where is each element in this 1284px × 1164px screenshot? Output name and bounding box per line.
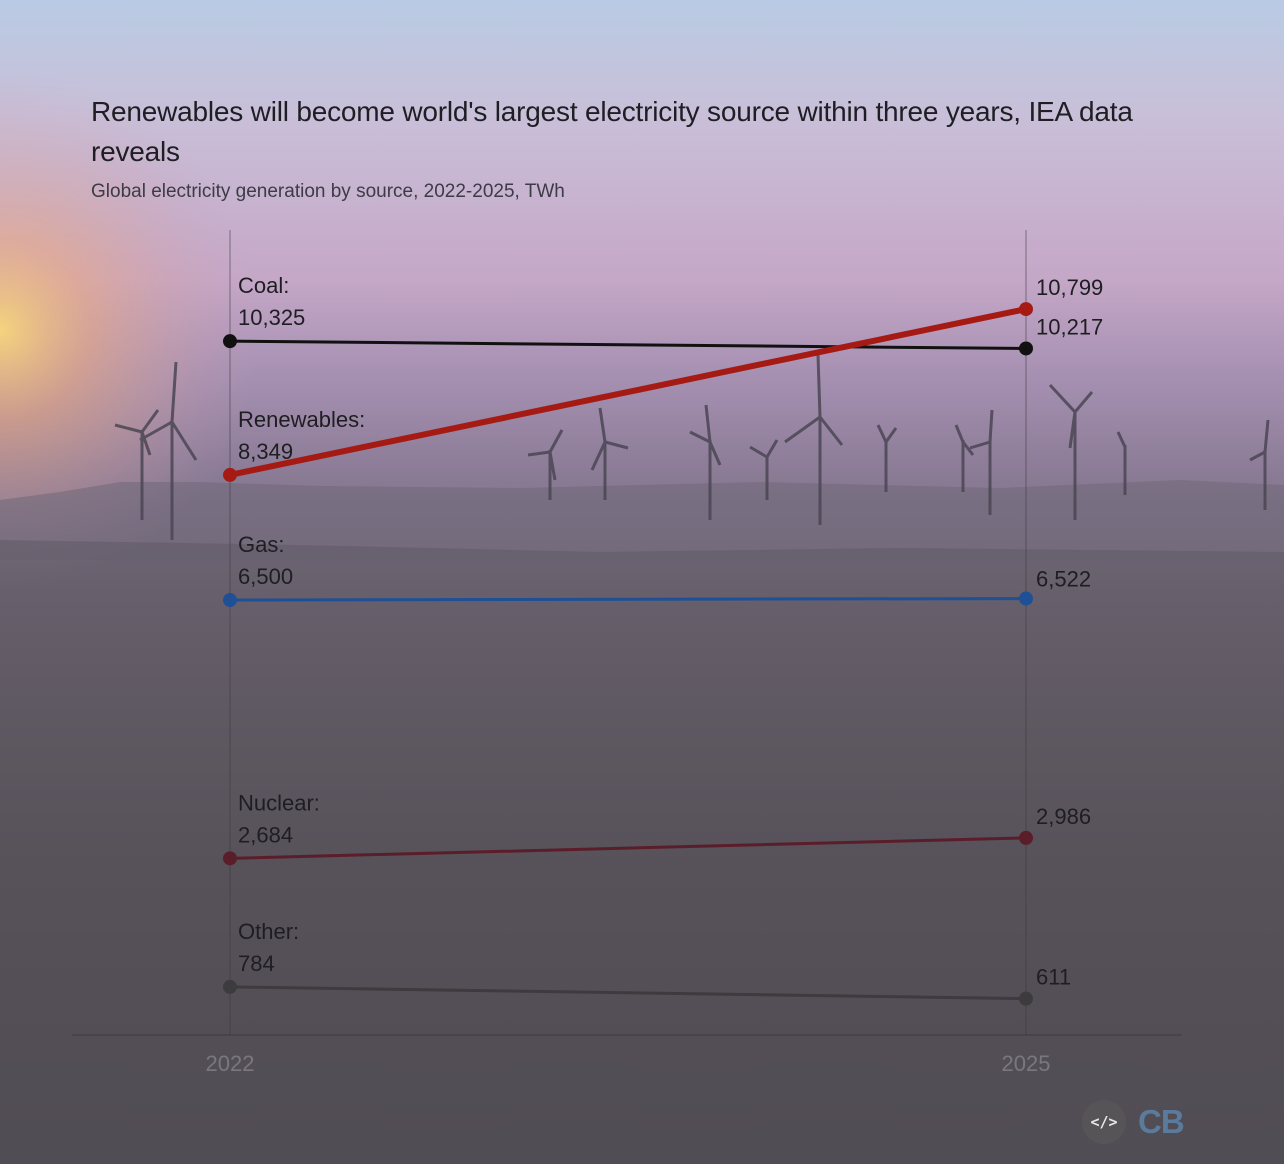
data-point (1019, 991, 1033, 1006)
x-tick-label: 2025 (1002, 1051, 1051, 1076)
data-label: 6,500 (238, 564, 293, 589)
data-point (1019, 830, 1033, 845)
series-name-label: Renewables: (238, 407, 365, 432)
data-label: 6,522 (1036, 567, 1091, 592)
footer-logo: </> CB (1082, 1100, 1185, 1144)
data-label: 10,799 (1036, 275, 1103, 300)
data-label: 611 (1036, 965, 1071, 990)
data-point (223, 979, 237, 994)
data-point (1019, 591, 1033, 606)
series-name-label: Nuclear: (238, 790, 320, 815)
series-line (228, 597, 1028, 602)
chart-title: Renewables will become world's largest e… (91, 96, 1133, 167)
data-point (223, 467, 237, 482)
series-name-label: Gas: (238, 532, 284, 557)
data-point (1019, 302, 1033, 317)
x-tick-label: 2022 (206, 1051, 255, 1076)
data-point (223, 593, 237, 608)
data-label: 10,217 (1036, 314, 1103, 339)
data-label: 784 (238, 951, 275, 976)
series-line (228, 339, 1028, 350)
data-point (223, 851, 237, 866)
data-label: 2,684 (238, 822, 293, 847)
series-name-label: Other: (238, 919, 299, 944)
embed-code-icon[interactable]: </> (1082, 1100, 1126, 1144)
data-point (223, 334, 237, 349)
series-line (228, 985, 1028, 1001)
data-point (1019, 341, 1033, 356)
data-label: 2,986 (1036, 804, 1091, 829)
data-label: 10,325 (238, 305, 305, 330)
carbon-brief-logo: CB (1138, 1103, 1185, 1140)
data-label: 8,349 (238, 439, 293, 464)
chart-subtitle: Global electricity generation by source,… (91, 181, 565, 202)
series-line (228, 836, 1028, 860)
series-line (227, 306, 1029, 478)
series-name-label: Coal: (238, 273, 289, 298)
